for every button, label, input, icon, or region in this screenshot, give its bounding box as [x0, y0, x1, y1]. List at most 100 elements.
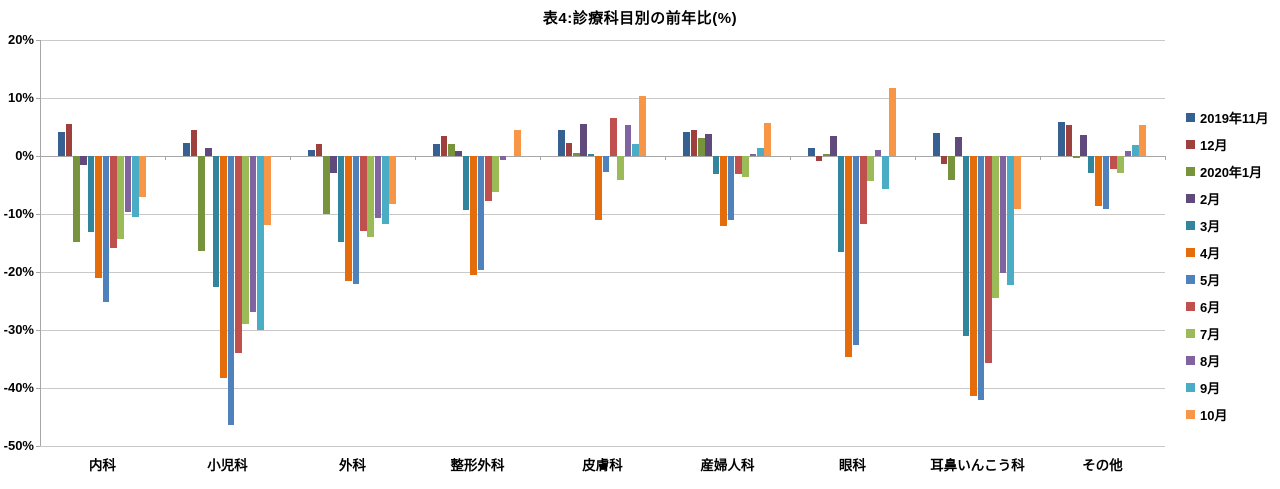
x-axis-label: 整形外科: [450, 458, 505, 473]
y-axis-label: 0%: [15, 148, 34, 163]
bar-外科-2019年11月: [308, 149, 315, 156]
gridline: [40, 329, 1165, 331]
legend-swatch: [1186, 113, 1195, 122]
bar-小児科-7月: [242, 156, 250, 324]
bar-内科-4月: [95, 156, 102, 278]
bar-耳鼻いんこう科-10月: [1014, 156, 1022, 209]
bar-耳鼻いんこう科-5月: [977, 156, 985, 401]
bar-内科-9月: [132, 156, 139, 218]
legend-item: 8月: [1186, 347, 1280, 374]
x-axis-label: 眼科: [839, 458, 866, 473]
x-axis-label: 内科: [89, 458, 116, 473]
bar-産婦人科-2019年11月: [683, 131, 690, 156]
bar-整形外科-2019年11月: [433, 143, 440, 156]
gridline: [40, 445, 1165, 447]
bar-その他-12月: [1065, 124, 1073, 156]
legend-label: 9月: [1200, 381, 1221, 396]
bar-内科-2019年11月: [58, 132, 65, 156]
bar-小児科-10月: [264, 156, 272, 226]
y-axis-tick: [36, 329, 40, 331]
bar-皮膚科-2020年1月: [572, 152, 580, 156]
y-axis-label: 20%: [7, 32, 34, 47]
bar-その他-10月: [1139, 124, 1147, 156]
y-axis-tick: [36, 39, 40, 41]
bar-耳鼻いんこう科-8月: [999, 156, 1007, 274]
bar-産婦人科-9月: [757, 148, 764, 156]
bar-小児科-3月: [212, 156, 220, 288]
legend-item: 4月: [1186, 239, 1280, 266]
bar-耳鼻いんこう科-2月: [955, 136, 963, 156]
bar-皮膚科-2019年11月: [558, 130, 565, 156]
bar-産婦人科-2月: [705, 133, 713, 156]
bar-その他-6月: [1109, 156, 1117, 170]
bar-眼科-2月: [830, 136, 838, 156]
y-axis-tick: [36, 271, 40, 273]
legend-label: 4月: [1200, 246, 1221, 261]
category-axis-tick: [914, 156, 916, 160]
bar-整形外科-8月: [499, 156, 507, 161]
bar-眼科-7月: [867, 156, 875, 181]
bar-産婦人科-5月: [727, 156, 735, 220]
bar-産婦人科-3月: [712, 156, 720, 174]
bar-耳鼻いんこう科-3月: [962, 156, 970, 336]
bar-産婦人科-6月: [734, 156, 742, 174]
bar-外科-12月: [315, 144, 323, 156]
legend-item: 2月: [1186, 185, 1280, 212]
legend-swatch: [1186, 275, 1195, 284]
x-axis-label: 小児科: [207, 458, 248, 473]
category-axis-tick: [1164, 156, 1166, 160]
bar-外科-2020年1月: [322, 156, 330, 214]
bar-眼科-6月: [859, 156, 867, 224]
bar-耳鼻いんこう科-2020年1月: [947, 156, 955, 181]
bar-整形外科-7月: [492, 156, 500, 192]
bar-整形外科-12月: [440, 136, 448, 156]
legend-swatch: [1186, 329, 1195, 338]
bar-整形外科-4月: [470, 156, 477, 275]
bar-小児科-4月: [220, 156, 227, 379]
y-axis-tick: [36, 387, 40, 389]
bar-皮膚科-10月: [639, 95, 647, 156]
plot-area: [36, 39, 1166, 447]
category-axis-tick: [789, 156, 791, 160]
bar-整形外科-2月: [455, 151, 463, 156]
bar-産婦人科-4月: [720, 156, 727, 227]
bar-内科-8月: [124, 156, 132, 213]
bar-その他-2月: [1080, 135, 1088, 156]
category-axis-tick: [414, 156, 416, 160]
bar-産婦人科-7月: [742, 156, 750, 177]
legend-item: 6月: [1186, 293, 1280, 320]
bar-整形外科-5月: [477, 156, 485, 270]
legend-item: 10月: [1186, 401, 1280, 428]
y-axis-label: -40%: [3, 380, 34, 395]
bar-外科-9月: [382, 156, 389, 224]
legend-label: 8月: [1200, 354, 1221, 369]
y-axis-tick: [36, 213, 40, 215]
bar-内科-7月: [117, 156, 125, 239]
bar-内科-2020年1月: [72, 156, 80, 243]
bar-その他-2020年1月: [1072, 156, 1080, 159]
bar-その他-5月: [1102, 156, 1110, 209]
legend-label: 5月: [1200, 273, 1221, 288]
bar-皮膚科-7月: [617, 156, 625, 181]
legend-swatch: [1186, 167, 1195, 176]
bar-小児科-6月: [234, 156, 242, 353]
legend-label: 6月: [1200, 300, 1221, 315]
legend-item: 2020年1月: [1186, 158, 1280, 185]
y-axis-label: -50%: [3, 438, 34, 453]
bar-外科-6月: [359, 156, 367, 232]
category-axis-tick: [664, 156, 666, 160]
bar-内科-12月: [65, 124, 73, 156]
bar-皮膚科-8月: [624, 125, 632, 156]
y-axis-tick: [36, 155, 40, 157]
y-axis-label: -30%: [3, 322, 34, 337]
legend-item: 9月: [1186, 374, 1280, 401]
category-axis-tick: [164, 156, 166, 160]
bar-眼科-2020年1月: [822, 154, 830, 156]
bar-外科-4月: [345, 156, 352, 281]
bar-産婦人科-8月: [749, 153, 757, 156]
bar-その他-7月: [1117, 156, 1125, 174]
bar-内科-3月: [87, 156, 95, 232]
bar-整形外科-3月: [462, 156, 470, 210]
bar-皮膚科-12月: [565, 142, 573, 156]
bar-整形外科-10月: [514, 129, 522, 156]
